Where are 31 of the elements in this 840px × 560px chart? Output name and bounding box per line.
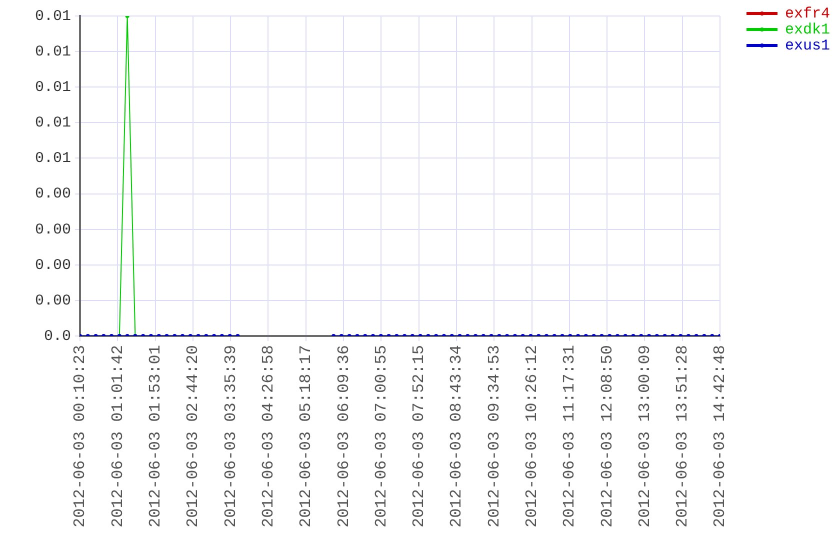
y-tick-label: 0.01 [34, 8, 71, 25]
x-tick-label: 2012-06-03 02:44:20 [184, 345, 202, 528]
x-tick-label: 2012-06-03 13:00:09 [636, 345, 654, 528]
x-tick-label: 2012-06-03 06:09:36 [334, 345, 353, 528]
y-tick-label: 0.01 [34, 150, 71, 168]
x-tick-label: 2012-06-03 13:51:28 [674, 345, 692, 528]
y-tick-label: 0.01 [34, 44, 71, 61]
x-tick-label: 2012-06-03 12:08:50 [598, 345, 616, 528]
legend-label: exfr4 [784, 5, 830, 22]
x-tick-label: 2012-06-03 04:26:58 [259, 345, 278, 528]
x-tick-label: 2012-06-03 07:00:55 [372, 345, 390, 528]
y-tick-label: 0.01 [34, 79, 71, 96]
x-tick-label: 2012-06-03 01:01:42 [108, 345, 127, 528]
legend-label: exus1 [784, 37, 830, 54]
y-tick-label: 0.00 [34, 186, 71, 203]
x-tick-label: 2012-06-03 01:53:01 [146, 345, 165, 528]
x-tick-label: 2012-06-03 14:42:48 [711, 345, 730, 528]
y-tick-label: 0.00 [34, 256, 71, 274]
x-tick-label: 2012-06-03 09:34:53 [485, 345, 504, 528]
x-tick-label: 2012-06-03 00:10:23 [71, 345, 90, 528]
y-tick-label: 0.00 [34, 292, 71, 310]
y-tick-label: 0.0 [44, 328, 71, 345]
x-tick-label: 2012-06-03 11:17:31 [560, 345, 579, 528]
legend-label: exdk1 [784, 21, 830, 38]
x-tick-label: 2012-06-03 10:26:12 [522, 345, 541, 528]
y-tick-label: 0.00 [34, 221, 71, 238]
y-tick-label: 0.01 [34, 114, 71, 132]
x-tick-label: 2012-06-03 07:52:15 [410, 345, 428, 528]
x-tick-label: 2012-06-03 05:18:17 [297, 345, 316, 528]
x-tick-label: 2012-06-03 08:43:34 [448, 345, 466, 528]
x-tick-label: 2012-06-03 03:35:39 [222, 345, 240, 528]
